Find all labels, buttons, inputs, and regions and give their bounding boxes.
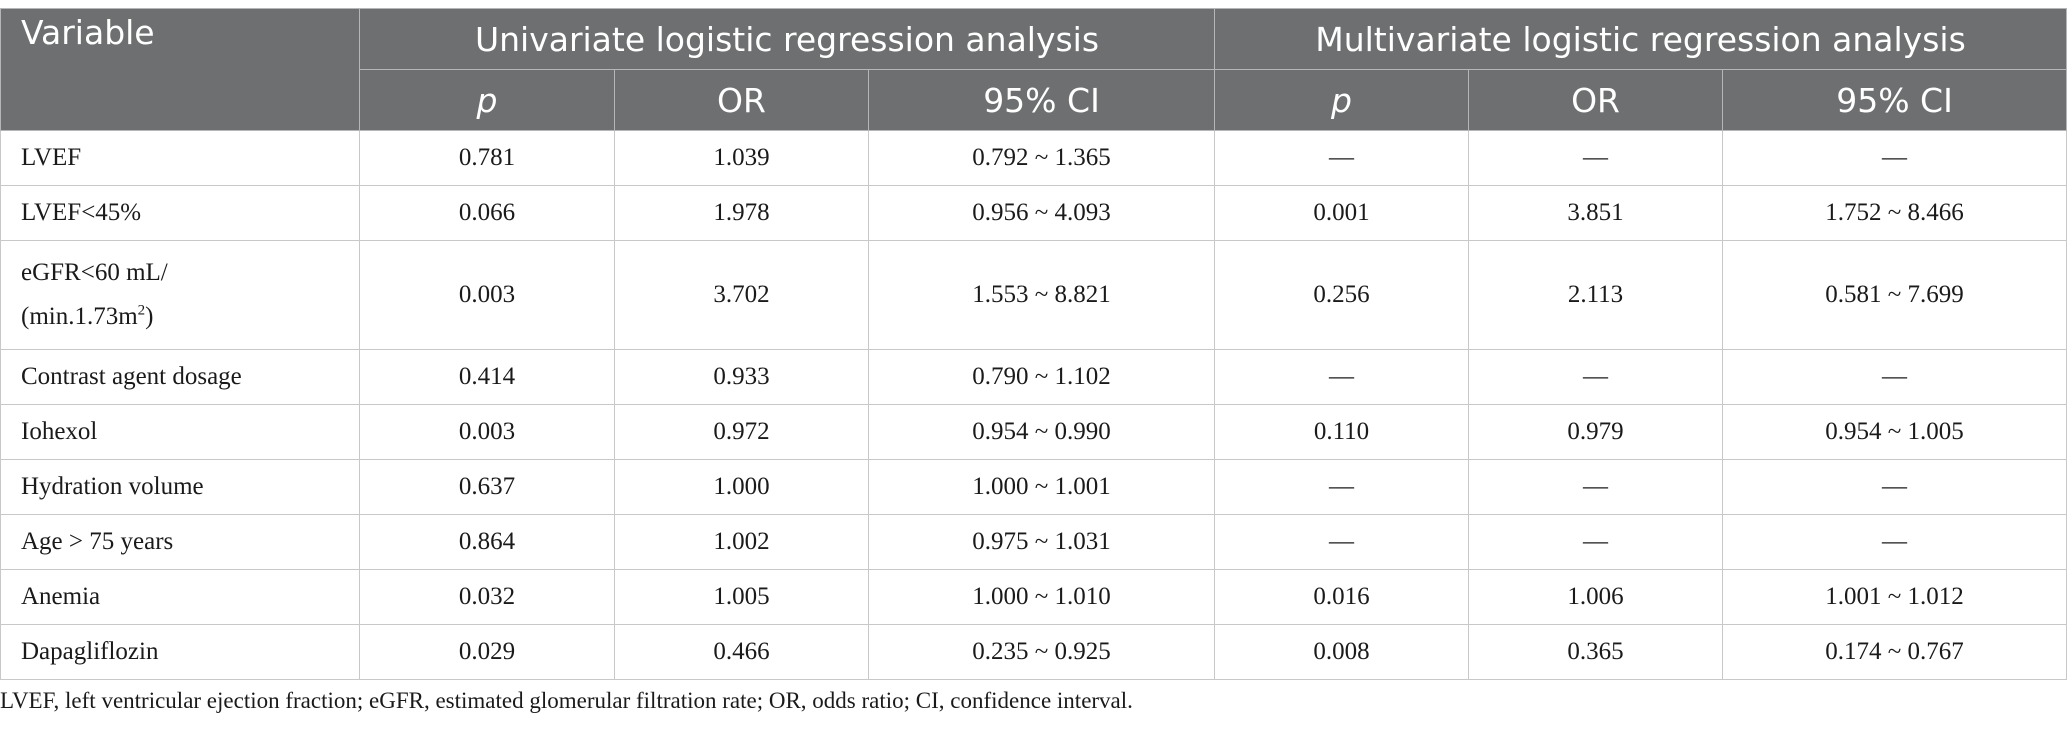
row-variable: LVEF <box>0 130 360 186</box>
univariate-ci-cell: 0.790 ~ 1.102 <box>867 349 1216 405</box>
multivariate-ci-cell: — <box>1722 459 2068 515</box>
univariate-or-cell: 1.000 <box>614 459 869 515</box>
multivariate-ci-cell: 1.752 ~ 8.466 <box>1722 185 2068 241</box>
row-variable-line1: eGFR<60 mL/ <box>21 259 168 286</box>
univariate-or-cell: 0.933 <box>614 349 869 405</box>
univariate-or-cell: 3.702 <box>614 240 869 350</box>
header-univariate: Univariate logistic regression analysis <box>358 8 1216 70</box>
univariate-ci-cell: 0.975 ~ 1.031 <box>867 514 1216 570</box>
multivariate-ci-cell: 1.001 ~ 1.012 <box>1722 569 2068 625</box>
header-multivariate-p: p <box>1214 69 1470 131</box>
table-row: Hydration volume 0.637 1.000 1.000 ~ 1.0… <box>0 459 2068 515</box>
row-variable: Anemia <box>0 569 360 625</box>
univariate-p-cell: 0.029 <box>359 624 615 680</box>
header-multivariate-ci: 95% CI <box>1722 69 2068 131</box>
univariate-ci-cell: 1.553 ~ 8.821 <box>867 240 1216 350</box>
multivariate-p-cell: 0.110 <box>1214 404 1470 460</box>
multivariate-p-cell: — <box>1214 349 1470 405</box>
multivariate-or-cell: 2.113 <box>1468 240 1724 350</box>
regression-table: Variable Univariate logistic regression … <box>0 8 2068 680</box>
row-variable: eGFR<60 mL/ (min.1.73m2) <box>0 240 360 350</box>
header-univariate-ci: 95% CI <box>867 69 1216 131</box>
multivariate-p-cell: — <box>1214 514 1470 570</box>
table-row: Iohexol 0.003 0.972 0.954 ~ 0.990 0.110 … <box>0 404 2068 460</box>
table-row: LVEF<45% 0.066 1.978 0.956 ~ 4.093 0.001… <box>0 185 2068 241</box>
univariate-ci-cell: 0.956 ~ 4.093 <box>867 185 1216 241</box>
univariate-ci-cell: 0.792 ~ 1.365 <box>867 130 1216 186</box>
multivariate-ci-cell: — <box>1722 130 2068 186</box>
multivariate-or-cell: — <box>1468 349 1724 405</box>
header-univariate-or: OR <box>614 69 869 131</box>
univariate-p-cell: 0.003 <box>359 404 615 460</box>
univariate-or-cell: 1.978 <box>614 185 869 241</box>
table-row: Age > 75 years 0.864 1.002 0.975 ~ 1.031… <box>0 514 2068 570</box>
univariate-p-cell: 0.414 <box>359 349 615 405</box>
row-variable-line2: (min.1.73m2) <box>21 295 359 339</box>
table-row: Anemia 0.032 1.005 1.000 ~ 1.010 0.016 1… <box>0 569 2068 625</box>
univariate-ci-cell: 0.954 ~ 0.990 <box>867 404 1216 460</box>
header-multivariate-or: OR <box>1468 69 1724 131</box>
multivariate-or-cell: — <box>1468 459 1724 515</box>
table-row: eGFR<60 mL/ (min.1.73m2) 0.003 3.702 1.5… <box>0 240 2068 350</box>
table-header: Variable Univariate logistic regression … <box>0 8 2068 131</box>
table-row: Contrast agent dosage 0.414 0.933 0.790 … <box>0 349 2068 405</box>
multivariate-ci-cell: — <box>1722 514 2068 570</box>
row-variable-line2-tail: ) <box>145 303 154 330</box>
row-variable: Age > 75 years <box>0 514 360 570</box>
multivariate-ci-cell: 0.581 ~ 7.699 <box>1722 240 2068 350</box>
univariate-or-cell: 1.039 <box>614 130 869 186</box>
header-multivariate: Multivariate logistic regression analysi… <box>1214 8 2068 70</box>
univariate-p-cell: 0.637 <box>359 459 615 515</box>
table-footnote: LVEF, left ventricular ejection fraction… <box>0 688 1133 713</box>
table-body: LVEF 0.781 1.039 0.792 ~ 1.365 — — — LVE… <box>0 130 2068 680</box>
row-variable: Contrast agent dosage <box>0 349 360 405</box>
univariate-p-cell: 0.032 <box>359 569 615 625</box>
univariate-p-cell: 0.003 <box>359 240 615 350</box>
univariate-or-cell: 1.005 <box>614 569 869 625</box>
multivariate-p-cell: — <box>1214 130 1470 186</box>
multivariate-or-cell: 0.365 <box>1468 624 1724 680</box>
univariate-or-cell: 1.002 <box>614 514 869 570</box>
multivariate-p-cell: — <box>1214 459 1470 515</box>
table-row: Dapagliflozin 0.029 0.466 0.235 ~ 0.925 … <box>0 624 2068 680</box>
multivariate-or-cell: — <box>1468 514 1724 570</box>
multivariate-or-cell: 3.851 <box>1468 185 1724 241</box>
multivariate-ci-cell: 0.954 ~ 1.005 <box>1722 404 2068 460</box>
multivariate-or-cell: 1.006 <box>1468 569 1724 625</box>
multivariate-or-cell: 0.979 <box>1468 404 1724 460</box>
header-variable: Variable <box>0 8 360 131</box>
multivariate-ci-cell: — <box>1722 349 2068 405</box>
univariate-ci-cell: 1.000 ~ 1.010 <box>867 569 1216 625</box>
row-variable: Hydration volume <box>0 459 360 515</box>
univariate-p-cell: 0.066 <box>359 185 615 241</box>
univariate-ci-cell: 1.000 ~ 1.001 <box>867 459 1216 515</box>
multivariate-ci-cell: 0.174 ~ 0.767 <box>1722 624 2068 680</box>
table-row: LVEF 0.781 1.039 0.792 ~ 1.365 — — — <box>0 130 2068 186</box>
univariate-ci-cell: 0.235 ~ 0.925 <box>867 624 1216 680</box>
univariate-or-cell: 0.466 <box>614 624 869 680</box>
row-variable: Dapagliflozin <box>0 624 360 680</box>
multivariate-p-cell: 0.016 <box>1214 569 1470 625</box>
multivariate-p-cell: 0.256 <box>1214 240 1470 350</box>
multivariate-or-cell: — <box>1468 130 1724 186</box>
univariate-p-cell: 0.864 <box>359 514 615 570</box>
row-variable: Iohexol <box>0 404 360 460</box>
row-variable-line2-text: (min.1.73m <box>21 303 138 330</box>
row-variable-superscript: 2 <box>137 302 146 319</box>
header-univariate-p: p <box>359 69 615 131</box>
multivariate-p-cell: 0.001 <box>1214 185 1470 241</box>
univariate-p-cell: 0.781 <box>359 130 615 186</box>
multivariate-p-cell: 0.008 <box>1214 624 1470 680</box>
univariate-or-cell: 0.972 <box>614 404 869 460</box>
row-variable: LVEF<45% <box>0 185 360 241</box>
